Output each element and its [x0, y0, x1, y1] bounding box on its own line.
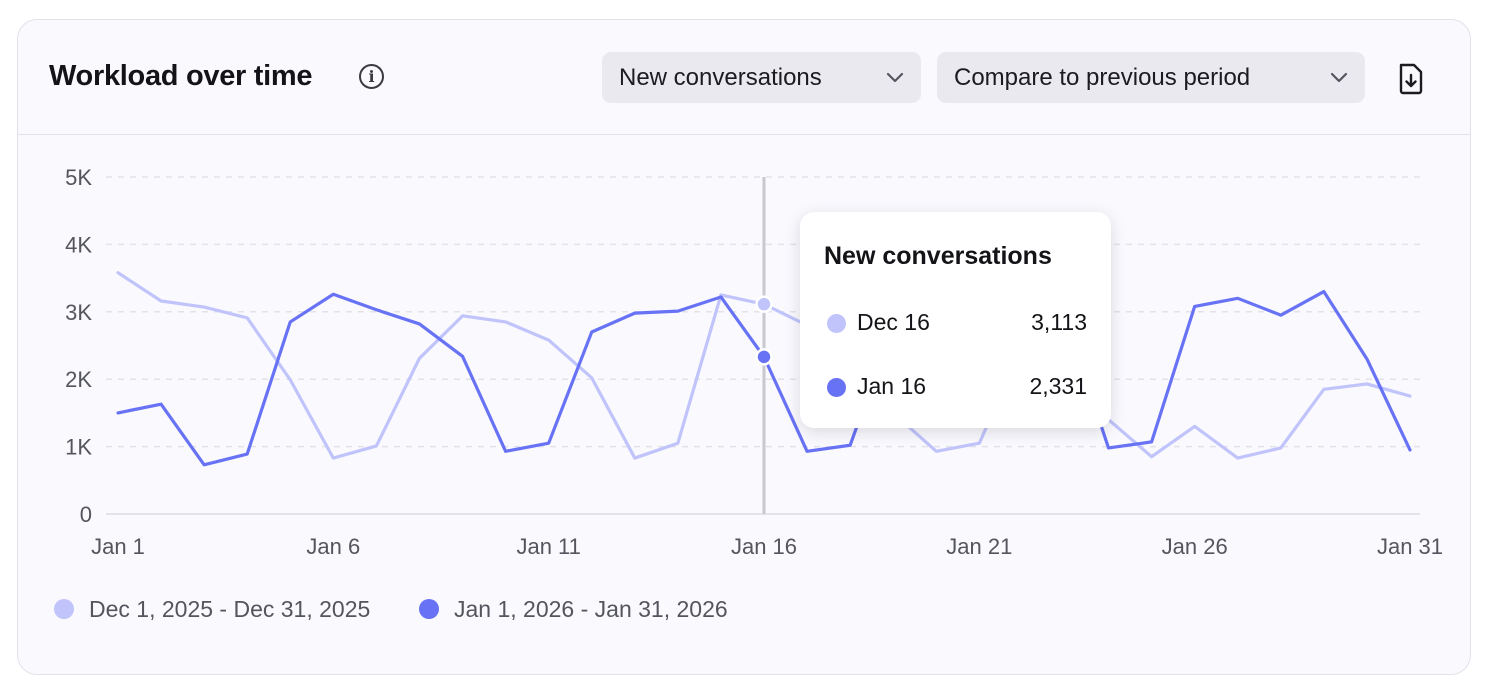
x-tick-label: Jan 1: [91, 534, 145, 559]
legend-dot-icon: [419, 599, 439, 619]
download-icon[interactable]: [1397, 62, 1425, 96]
y-tick-label: 0: [80, 502, 92, 527]
y-tick-label: 4K: [65, 232, 92, 257]
hover-point-previous: [755, 295, 773, 313]
previous-dot-icon: [827, 314, 846, 333]
hover-point-current: [755, 348, 773, 366]
tooltip-value: 2,331: [1029, 373, 1087, 399]
x-tick-label: Jan 21: [946, 534, 1012, 559]
x-tick-label: Jan 11: [516, 534, 580, 559]
compare-select-value: Compare to previous period: [954, 64, 1251, 91]
x-tick-label: Jan 31: [1377, 534, 1443, 559]
metric-select[interactable]: New conversations: [602, 52, 921, 103]
tooltip-row-previous: Dec 16 3,113: [824, 309, 1087, 339]
tooltip-value: 3,113: [1031, 309, 1087, 335]
card-title: Workload over time: [49, 60, 313, 92]
chart-tooltip: New conversations Dec 16 3,113 Jan 16 2,…: [800, 212, 1111, 428]
tooltip-title: New conversations: [824, 242, 1052, 270]
chevron-down-icon: [1330, 72, 1348, 83]
card-header: Workload over time i New conversations C…: [18, 20, 1470, 135]
legend-label: Dec 1, 2025 - Dec 31, 2025: [89, 596, 371, 622]
legend-dot-icon: [54, 599, 74, 619]
chevron-down-icon: [886, 72, 904, 83]
tooltip-label: Dec 16: [857, 309, 930, 335]
compare-select[interactable]: Compare to previous period: [937, 52, 1365, 103]
info-icon[interactable]: i: [359, 64, 384, 89]
tooltip-row-current: Jan 16 2,331: [824, 373, 1087, 403]
x-tick-label: Jan 26: [1162, 534, 1228, 559]
workload-card: Workload over time i New conversations C…: [17, 19, 1471, 675]
y-tick-label: 1K: [65, 435, 92, 460]
y-tick-label: 2K: [65, 367, 92, 392]
y-tick-label: 5K: [65, 165, 92, 190]
x-tick-label: Jan 16: [731, 534, 797, 559]
current-dot-icon: [827, 378, 846, 397]
metric-select-value: New conversations: [619, 64, 822, 91]
y-tick-label: 3K: [65, 300, 92, 325]
x-tick-label: Jan 6: [306, 534, 360, 559]
legend-label: Jan 1, 2026 - Jan 31, 2026: [454, 596, 728, 622]
tooltip-label: Jan 16: [857, 373, 927, 399]
